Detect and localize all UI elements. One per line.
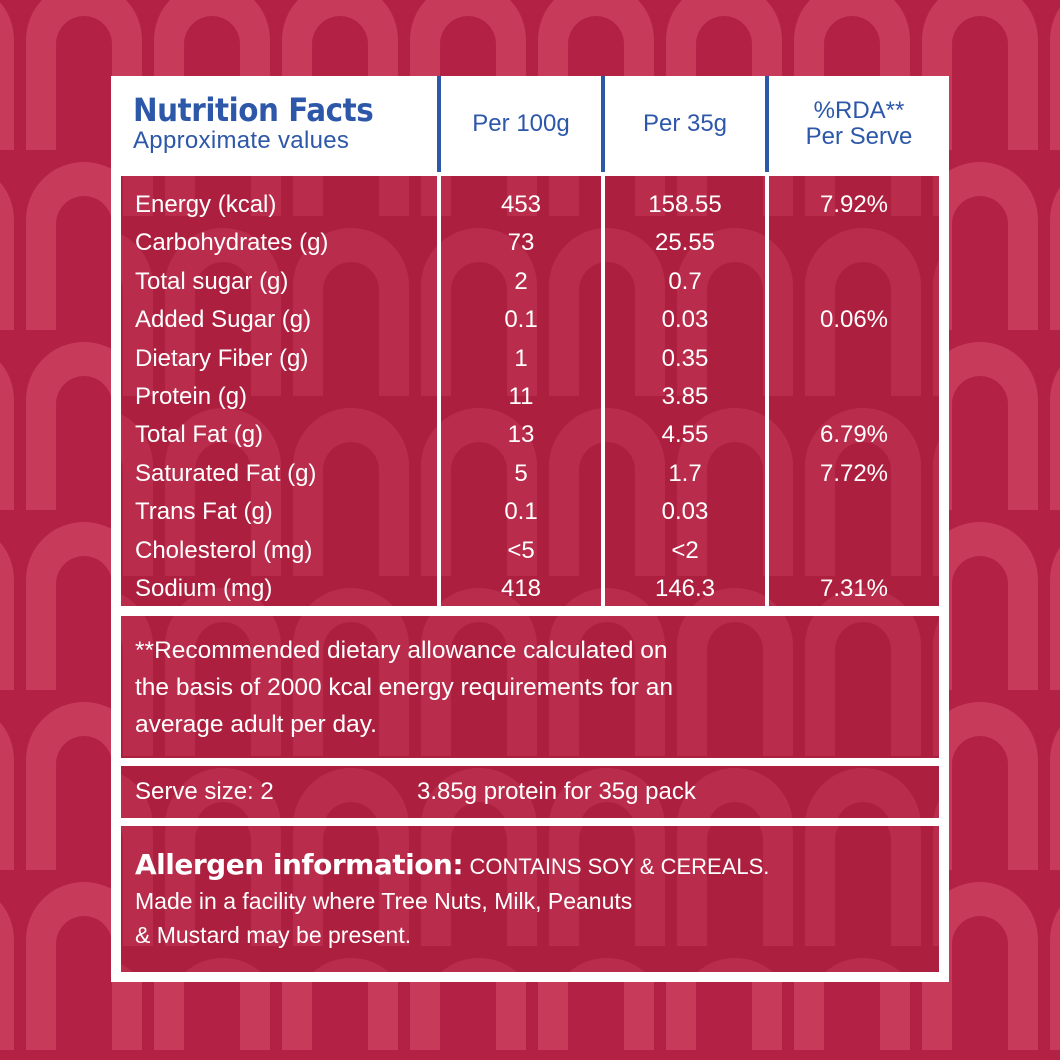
rda-header-line2: Per Serve [805,123,913,150]
per-35g-value: 3.85 [661,382,709,410]
panel-pattern [121,766,939,818]
per-100g-value: <5 [507,536,535,564]
per-100g-value: 0.1 [504,306,538,334]
nutrient-name: Added Sugar (g) [135,306,312,334]
per-100g-value: 13 [507,421,535,449]
per-35g-values: 158.55 25.55 0.7 0.03 0.35 3.85 4.55 1.7… [605,186,765,606]
per-100g-value: 453 [500,191,542,218]
rda-value: 7.92% [819,191,889,218]
nutrient-name: Saturated Fat (g) [135,459,317,487]
panel-pattern [121,826,939,972]
per-35g-value: 4.55 [661,421,709,449]
nutrient-table: Energy (kcal) Carbohydrates (g) Total su… [121,176,939,606]
header-divider [601,76,605,172]
allergen-heading-line: Allergen information: CONTAINS SOY & CER… [135,848,915,884]
rda-value [769,224,939,262]
allergen-panel: Allergen information: CONTAINS SOY & CER… [121,826,939,972]
footnote-line: **Recommended dietary allowance calculat… [135,637,668,664]
rda-value: 0.06% [819,306,889,334]
column-divider [601,176,605,606]
protein-per-pack: 3.85g protein for 35g pack [417,778,696,805]
panel-pattern [121,176,939,606]
per-35g-value: 0.03 [661,306,709,334]
serve-size-row: Serve size: 2 3.85g protein for 35g pack [121,766,939,818]
nutrient-names: Energy (kcal) Carbohydrates (g) Total su… [135,186,445,606]
rda-value: 7.31% [819,574,889,602]
per-35g-value: 0.35 [661,344,709,372]
per-100g-value: 0.1 [504,498,538,526]
per-100g-value: 1 [514,344,528,372]
header-divider [437,76,441,172]
per-100g-value: 5 [514,459,528,487]
per-35g-value: 146.3 [654,574,716,602]
nutrient-name: Trans Fat (g) [135,498,273,526]
column-header-rda: %RDA** Per Serve [769,76,949,172]
nutrient-name: Protein (g) [135,382,248,410]
column-header-per-35g: Per 35g [642,110,728,137]
nutrient-name: Total Fat (g) [135,421,264,449]
rda-value [769,340,939,378]
per-100g-values: 453 73 2 0.1 1 11 13 5 0.1 <5 418 [441,186,601,606]
nutrient-name: Carbohydrates (g) [135,229,329,257]
per-35g-value: 1.7 [668,459,702,487]
nutrient-name: Total sugar (g) [135,267,289,295]
table-header: Nutrition Facts Approximate values Per 1… [111,76,949,172]
per-35g-value: <2 [671,536,699,564]
column-divider [437,176,441,606]
per-35g-value: 0.7 [668,267,702,295]
per-100g-value: 418 [500,574,542,602]
per-100g-value: 73 [507,229,535,257]
nutrition-label: Nutrition Facts Approximate values Per 1… [111,76,949,982]
footnote-line: the basis of 2000 kcal energy requiremen… [135,674,673,701]
allergen-line: & Mustard may be present. [135,922,412,948]
allergen-text: Allergen information: CONTAINS SOY & CER… [135,848,915,952]
title: Nutrition Facts [133,91,374,129]
title-cell: Nutrition Facts Approximate values [111,76,437,172]
header-divider [765,76,769,172]
per-35g-value: 158.55 [648,191,722,218]
rda-footnote: **Recommended dietary allowance calculat… [121,616,939,758]
per-100g-value: 11 [508,382,534,410]
rda-value [769,378,939,416]
rda-value [769,532,939,570]
nutrient-name: Sodium (mg) [135,574,273,602]
column-header-per-100g: Per 100g [472,110,570,137]
nutrient-name: Cholesterol (mg) [135,536,313,564]
nutrient-name: Dietary Fiber (g) [135,344,309,372]
per-100g-value: 2 [514,267,528,295]
column-divider [765,176,769,606]
allergen-title: Allergen information: [135,848,464,881]
footnote-line: average adult per day. [135,711,377,738]
rda-value [769,493,939,531]
nutrient-name: Energy (kcal) [135,191,277,218]
rda-value: 7.72% [819,459,889,487]
serve-size: Serve size: 2 [135,778,274,805]
rda-header-line1: %RDA** [813,97,905,124]
rda-values: 7.92% 0.06% 6.79% 7.72% 7.31% [769,186,939,606]
subtitle: Approximate values [133,127,350,154]
allergen-line: Made in a facility where Tree Nuts, Milk… [135,888,633,914]
per-35g-value: 25.55 [654,229,716,257]
panel-pattern [121,616,939,758]
rda-value [769,263,939,301]
footnote-text: **Recommended dietary allowance calculat… [135,632,835,743]
per-35g-value: 0.03 [661,498,709,526]
allergen-contains: CONTAINS SOY & CEREALS. [469,854,770,879]
rda-value: 6.79% [819,421,889,449]
